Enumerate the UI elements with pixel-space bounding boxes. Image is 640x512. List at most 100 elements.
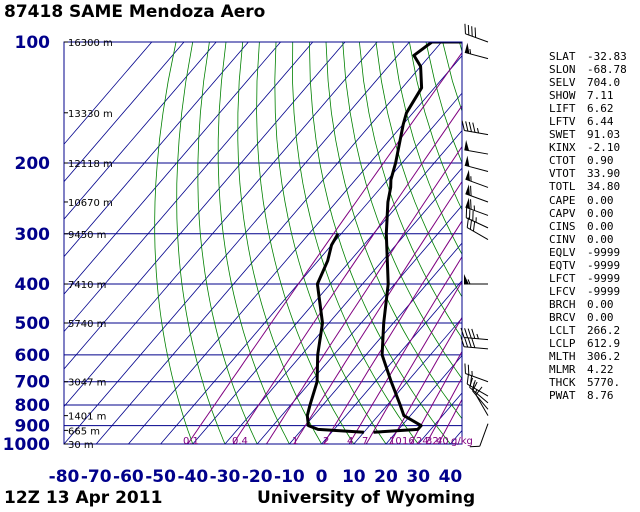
- index-row: SHOW 7.11: [549, 89, 639, 102]
- wind-barb-feather: [466, 217, 469, 228]
- index-row: LFCT -9999: [549, 272, 639, 285]
- index-value: 0.90: [587, 154, 614, 168]
- wind-barb-feather: [460, 337, 465, 347]
- index-name: CAPE: [549, 193, 576, 207]
- temperature-tick-label: -20: [242, 467, 273, 487]
- wind-barb-feather: [464, 337, 469, 348]
- isotherm-line: [321, 279, 462, 444]
- wind-barb-feather: [472, 381, 478, 392]
- height-label: 3047 m: [68, 378, 106, 389]
- isotherm-line: [385, 354, 462, 444]
- pressure-tick-label: 700: [15, 373, 51, 393]
- wind-barb-staff: [464, 51, 489, 60]
- index-value: 7.11: [587, 89, 614, 103]
- attribution: University of Wyoming: [257, 488, 476, 508]
- height-label: 30 m: [68, 440, 94, 451]
- index-name: CTOT: [549, 154, 576, 168]
- wind-barb-staff: [465, 206, 489, 216]
- isotherm-line: [64, 42, 185, 183]
- isotherm-line: [289, 242, 462, 444]
- isotherm-line: [64, 42, 314, 333]
- wind-barb-staff: [464, 129, 489, 136]
- mixing-ratio-line: [323, 220, 462, 444]
- index-row: EQTV -9999: [549, 259, 639, 272]
- temperature-tick-label: 0: [316, 467, 328, 487]
- wind-barb-feather: [470, 199, 472, 210]
- index-row: TOTL 34.80: [549, 180, 639, 193]
- dry-adiabat-line: [197, 42, 258, 444]
- isotherm-line: [64, 42, 410, 444]
- index-name: SELV: [549, 76, 576, 90]
- isotherm-line: [64, 42, 249, 258]
- wind-barb-feather: [464, 328, 469, 339]
- mixing-ratio-line: [232, 104, 462, 444]
- wind-barb-feather: [471, 338, 476, 348]
- wind-barb-half-feather: [467, 279, 471, 285]
- wind-barbs: [460, 23, 489, 448]
- dry-adiabat-line: [375, 42, 462, 298]
- index-value: 0.00: [587, 310, 614, 324]
- pressure-tick-label: 100: [15, 33, 51, 53]
- pressure-tick-label: 1000: [3, 435, 50, 455]
- isotherm-line: [64, 42, 281, 295]
- index-value: 4.22: [587, 363, 614, 377]
- wind-barb-staff: [475, 394, 489, 416]
- index-row: VTOT 33.90: [549, 167, 639, 180]
- wind-barb-flag: [465, 169, 470, 181]
- temperature-tick-label: -10: [274, 467, 305, 487]
- wind-barb-feather: [469, 377, 474, 388]
- index-name: SHOW: [549, 89, 576, 103]
- isotherm-line: [353, 317, 462, 444]
- wind-barb-half-feather: [469, 48, 472, 55]
- dry-adiabat-line: [409, 42, 462, 211]
- dry-adiabat-line: [274, 42, 387, 444]
- temperature-profile: [373, 42, 462, 434]
- wind-barb: [475, 386, 489, 416]
- mixing-ratio-label: 24: [416, 436, 429, 447]
- wind-barb-feather: [472, 221, 476, 232]
- pressure-tick-label: 200: [15, 154, 51, 174]
- index-row: LCLT 266.2: [549, 324, 639, 337]
- wind-barb-staff: [464, 346, 489, 350]
- index-row: CINS 0.00: [549, 220, 639, 233]
- wind-barb-flag: [464, 140, 470, 151]
- index-row: LCLP 612.9: [549, 337, 639, 350]
- wind-barb-feather: [471, 380, 476, 390]
- index-row: LFCV -9999: [549, 285, 639, 298]
- index-row: MLMR 4.22: [549, 363, 639, 376]
- wind-barb-feather: [475, 386, 483, 396]
- mixing-ratio-label: 0.1: [183, 436, 199, 447]
- index-name: SLON: [549, 63, 576, 77]
- pressure-tick-label: 300: [15, 225, 51, 245]
- mixing-ratio-line: [365, 280, 462, 444]
- background-grid: [64, 42, 462, 444]
- wind-barb-staff: [479, 423, 489, 447]
- index-value: 5770.: [587, 376, 621, 390]
- wind-barb-feather: [469, 219, 473, 230]
- index-name: BRCH: [549, 297, 576, 311]
- wind-barb-feather: [465, 121, 469, 132]
- index-name: TOTL: [549, 180, 576, 194]
- wind-barb: [464, 155, 489, 173]
- index-value: 91.03: [587, 128, 621, 142]
- height-label: 1401 m: [68, 412, 106, 423]
- wind-barb: [465, 169, 489, 188]
- index-value: 0.00: [587, 219, 614, 233]
- wind-barb-feather: [471, 26, 473, 37]
- wind-barb-staff: [466, 227, 489, 240]
- index-value: 33.90: [587, 167, 621, 181]
- wind-barb-feather: [471, 328, 476, 339]
- index-value: 0.00: [587, 193, 614, 207]
- index-value: 704.0: [587, 76, 621, 90]
- height-label: 7410 m: [68, 280, 106, 291]
- wind-barb-feather: [467, 364, 470, 375]
- wind-barb-feather: [470, 185, 472, 196]
- wind-barb: [461, 120, 489, 136]
- wind-barb-feather: [474, 27, 477, 38]
- mixing-ratio-line: [293, 180, 462, 444]
- wind-barb-staff: [464, 149, 489, 155]
- index-row: CTOT 0.90: [549, 154, 639, 167]
- wind-barb: [469, 423, 489, 448]
- mixing-ratio-label: 7: [362, 436, 368, 447]
- wind-barb: [460, 327, 489, 341]
